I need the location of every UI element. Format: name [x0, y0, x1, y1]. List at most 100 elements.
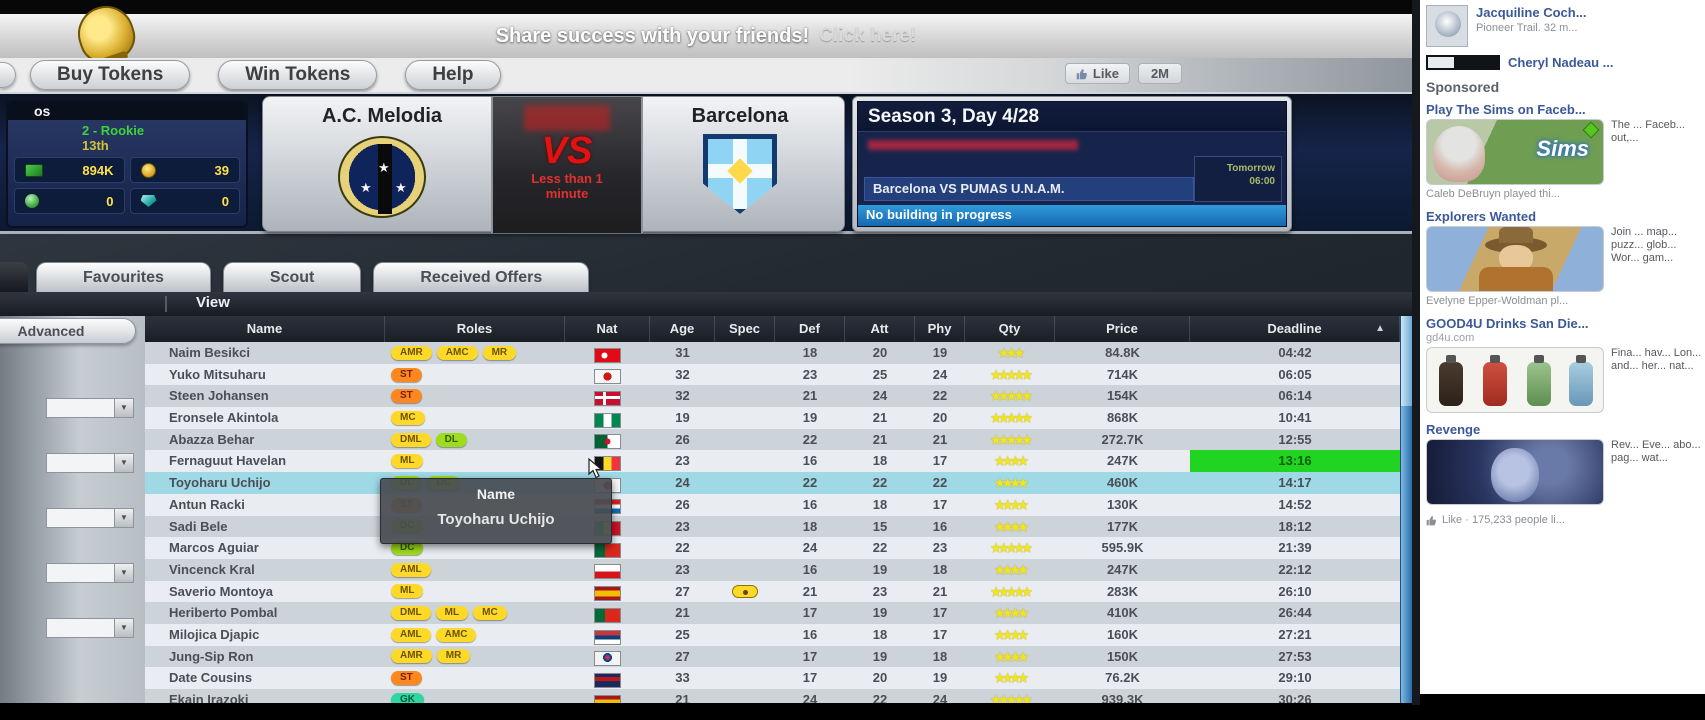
explorer-hat	[1499, 227, 1533, 243]
table-row[interactable]: Marcos Aguiar DC 22 24 22 23 ★★★★★ 595.9K 21:39	[145, 537, 1400, 559]
help-button[interactable]: Help	[405, 60, 501, 90]
ad-image-bottles[interactable]	[1426, 347, 1604, 413]
table-row[interactable]: Abazza Behar DML DL 26 22 21 21 ★★★★★ 272.7K 12:5…	[145, 428, 1400, 451]
sort-ascending-icon[interactable]: ▲	[1375, 323, 1385, 334]
filter-dropdown-1[interactable]: ▼	[46, 398, 134, 418]
chevron-down-icon[interactable]: ▼	[114, 509, 133, 527]
building-status[interactable]: No building in progress	[858, 205, 1286, 226]
advanced-button[interactable]: Advanced	[0, 318, 136, 344]
table-header: Name Roles Nat Age Spec Def Att Phy Qty Price Dead…	[145, 316, 1400, 342]
table-row[interactable]: Date Cousins ST 33 17 20 19 ★★★★ 76.2K 29:10	[145, 667, 1400, 689]
column-header-age[interactable]: Age	[650, 316, 715, 342]
role-badge: AMC	[436, 345, 478, 360]
player-age: 32	[675, 366, 690, 382]
share-banner-link[interactable]: Click here!	[819, 25, 917, 46]
quality-stars: ★★★★★	[990, 432, 1033, 447]
season-timer: Tomorrow 06:00	[1194, 156, 1282, 202]
column-header-qty[interactable]: Qty	[965, 316, 1055, 342]
table-row[interactable]: Eronsele Akintola MC 19 19 21 20 ★★★★★ 868K 10:4…	[145, 407, 1400, 429]
column-header-nat[interactable]: Nat	[565, 316, 650, 342]
quality-stars: ★★★★	[994, 519, 1028, 534]
column-header-price[interactable]: Price	[1055, 316, 1190, 342]
buy-tokens-button[interactable]: Buy Tokens	[30, 60, 191, 90]
share-banner[interactable]: Share success with your friends! Click h…	[0, 0, 1412, 70]
role-badge: ML	[435, 606, 469, 621]
column-header-att[interactable]: Att	[845, 316, 915, 342]
ticker-user-name[interactable]: Cheryl Nadeau ...	[1508, 55, 1614, 70]
table-row[interactable]: Milojica Djapic AML AMC 25 16 18 17 ★★★★ 160K 27:…	[145, 623, 1400, 646]
ad-title[interactable]: Revenge	[1426, 422, 1481, 437]
player-def: 22	[802, 475, 818, 491]
table-row[interactable]: Ekain Irazoki GK 21 24 22 24 ★★★★★ 939.3K 30:26	[145, 689, 1400, 703]
chevron-down-icon[interactable]: ▼	[114, 564, 133, 582]
ticker-app-name: Pioneer Trail. 32 m...	[1476, 22, 1578, 34]
ad-image-sims[interactable]: Sims	[1426, 119, 1604, 185]
column-header-def[interactable]: Def	[775, 316, 845, 342]
tab-favourites[interactable]: Favourites	[36, 262, 211, 292]
ticker-item[interactable]: Cheryl Nadeau ...	[1426, 55, 1705, 70]
table-row[interactable]: Vincenck Kral AML 23 16 19 18 ★★★★ 247K 22:12	[145, 558, 1400, 581]
ad-title[interactable]: Play The Sims on Faceb...	[1426, 102, 1586, 117]
ticker-item[interactable]: Jacquiline Coch... Pioneer Trail. 32 m..…	[1426, 5, 1705, 47]
ad-title[interactable]: Explorers Wanted	[1426, 209, 1537, 224]
table-row[interactable]: Jung-Sip Ron AMR MR 27 17 19 18 ★★★★ 150K 27:53	[145, 645, 1400, 668]
filter-value	[47, 564, 114, 582]
win-tokens-button[interactable]: Win Tokens	[218, 60, 378, 90]
flag-icon-czech	[594, 564, 621, 580]
chevron-down-icon[interactable]: ▼	[114, 399, 133, 417]
filter-dropdown-3[interactable]: ▼	[46, 508, 134, 528]
header-strip: os 2 - Rookie 13th 894K 39 0	[0, 92, 1412, 234]
away-team-name: Barcelona	[691, 105, 789, 127]
role-badge: DML	[391, 432, 431, 447]
gem-icon	[140, 195, 157, 207]
player-phy: 17	[932, 453, 948, 469]
vs-box: VS Less than 1 minute	[491, 97, 643, 233]
ad-title[interactable]: GOOD4U Drinks San Die...	[1426, 316, 1589, 331]
tab-received-offers[interactable]: Received Offers	[373, 262, 590, 292]
player-name: Saverio Montoya	[169, 583, 274, 599]
filter-dropdown-5[interactable]: ▼	[46, 618, 134, 638]
filter-dropdown-2[interactable]: ▼	[46, 453, 134, 473]
tokens-stat[interactable]: 39	[129, 157, 240, 183]
quality-stars: ★★★★★	[990, 367, 1033, 382]
table-row[interactable]: Yuko Mitsuharu ST 32 23 25 24 ★★★★★ 714K 06:05	[145, 363, 1400, 386]
table-row[interactable]: Saverio Montoya ML 27 21 23 21 ★★★★★ 283K 26:10	[145, 580, 1400, 603]
chevron-down-icon[interactable]: ▼	[114, 454, 133, 472]
canvas-gap	[1412, 0, 1420, 720]
cash-stat[interactable]: 894K	[14, 157, 125, 183]
scrollbar-thumb[interactable]	[1401, 316, 1412, 406]
column-header-phy[interactable]: Phy	[915, 316, 965, 342]
nav-stub-chip[interactable]	[0, 62, 16, 88]
table-row[interactable]: Steen Johansen ST 32 21 24 22 ★★★★★ 154K 06:14	[145, 385, 1400, 408]
table-scrollbar[interactable]	[1400, 316, 1412, 703]
column-header-roles[interactable]: Roles	[385, 316, 565, 342]
ad-like-row[interactable]: Like · 175,233 people li...	[1426, 514, 1705, 526]
role-badge: AMR	[391, 345, 432, 360]
badge-star: ★	[360, 180, 372, 195]
table-row[interactable]: Naim Besikci AMR AMC MR 31 18 20 19 ★★★ 84.8K 04:4…	[145, 342, 1400, 364]
column-header-spec[interactable]: Spec	[715, 316, 775, 342]
match-panel[interactable]: A.C. Melodia ★ ★ ★ VS Less than 1 minute…	[262, 96, 845, 233]
role-badge: ML	[391, 454, 424, 469]
column-header-name[interactable]: Name	[145, 316, 385, 342]
gem-stat[interactable]: 0	[129, 188, 240, 214]
next-fixture[interactable]: Barcelona VS PUMAS U.N.A.M.	[864, 177, 1194, 201]
column-header-deadline[interactable]: Deadline ▲	[1190, 316, 1400, 342]
ad-image-face[interactable]	[1426, 439, 1604, 505]
ad-image-explorer[interactable]	[1426, 226, 1604, 292]
table-row[interactable]: Fernaguut Havelan ML 23 16 18 17 ★★★★ 247K 13:16	[145, 450, 1400, 473]
player-att: 19	[872, 648, 888, 664]
filter-dropdown-4[interactable]: ▼	[46, 563, 134, 583]
boost-stat[interactable]: 0	[14, 188, 125, 214]
tab-scout[interactable]: Scout	[222, 262, 362, 292]
like-button[interactable]: Like	[1064, 63, 1130, 84]
player-age: 32	[675, 388, 690, 404]
tab-active-stub[interactable]	[0, 262, 28, 292]
ticker-user-name[interactable]: Jacquiline Coch...	[1476, 5, 1587, 20]
ad-image-figure	[1433, 126, 1485, 182]
table-row[interactable]: Heriberto Pombal DML ML MC 21 17 19 17 ★★★★ 410K 2…	[145, 602, 1400, 624]
chevron-down-icon[interactable]: ▼	[114, 619, 133, 637]
